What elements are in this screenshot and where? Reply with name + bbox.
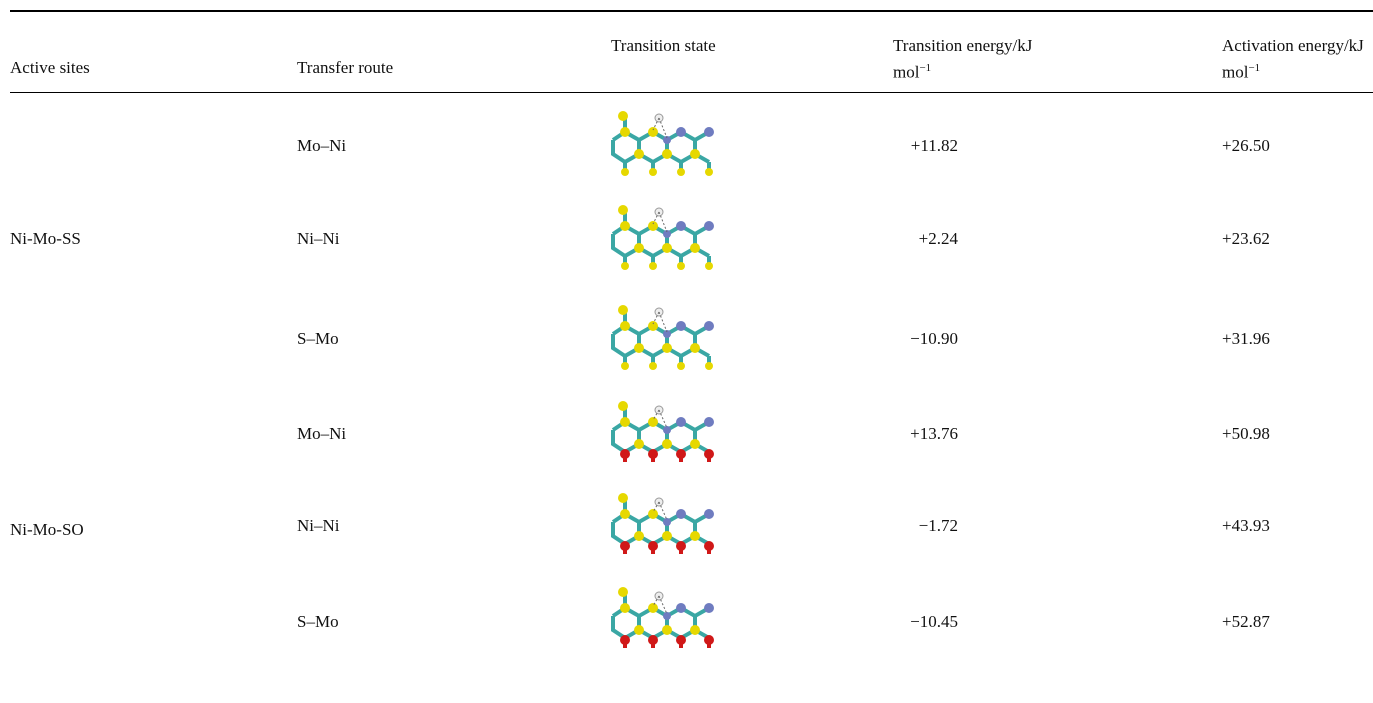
route: S–Mo	[297, 328, 339, 350]
site: Ni-Mo-SO	[10, 519, 84, 541]
activation-energy: +31.96	[1222, 328, 1270, 350]
transition-energy: −10.45	[910, 611, 958, 633]
header-sup: −1	[1248, 62, 1260, 74]
route: S–Mo	[297, 611, 339, 633]
header-sup: −1	[919, 62, 931, 74]
activation-energy: +43.93	[1222, 515, 1270, 537]
transition-energy: +13.76	[910, 423, 958, 445]
header-cell: Transfer route	[297, 57, 497, 79]
header-rule	[10, 92, 1373, 93]
activation-energy: +26.50	[1222, 135, 1270, 157]
structure-image	[608, 304, 714, 370]
site: Ni-Mo-SS	[10, 228, 81, 250]
header-cell: Activation energy/kJ mol−1	[1222, 35, 1373, 84]
transition-energy: −1.72	[919, 515, 958, 537]
activation-energy: +52.87	[1222, 611, 1270, 633]
header-cell: Active sites	[10, 57, 210, 79]
structure-image	[608, 204, 714, 270]
structure-image	[608, 110, 714, 176]
header-text: Transition energy/kJ mol	[893, 36, 1032, 82]
transition-energy: +11.82	[911, 135, 958, 157]
activation-energy: +23.62	[1222, 228, 1270, 250]
structure-image	[608, 400, 714, 466]
transition-energy: +2.24	[919, 228, 958, 250]
route: Ni–Ni	[297, 228, 340, 250]
route: Ni–Ni	[297, 515, 340, 537]
route: Mo–Ni	[297, 135, 346, 157]
structure-image	[608, 492, 714, 558]
structure-image	[608, 586, 714, 652]
top-rule	[10, 10, 1373, 12]
header-cell: Transition energy/kJ mol−1	[893, 35, 1053, 84]
activation-energy: +50.98	[1222, 423, 1270, 445]
header-cell: Transition state	[611, 35, 721, 57]
transition-energy: −10.90	[910, 328, 958, 350]
page: Active sites Transfer route Transition s…	[0, 0, 1373, 703]
route: Mo–Ni	[297, 423, 346, 445]
header-text: Activation energy/kJ mol	[1222, 36, 1364, 82]
